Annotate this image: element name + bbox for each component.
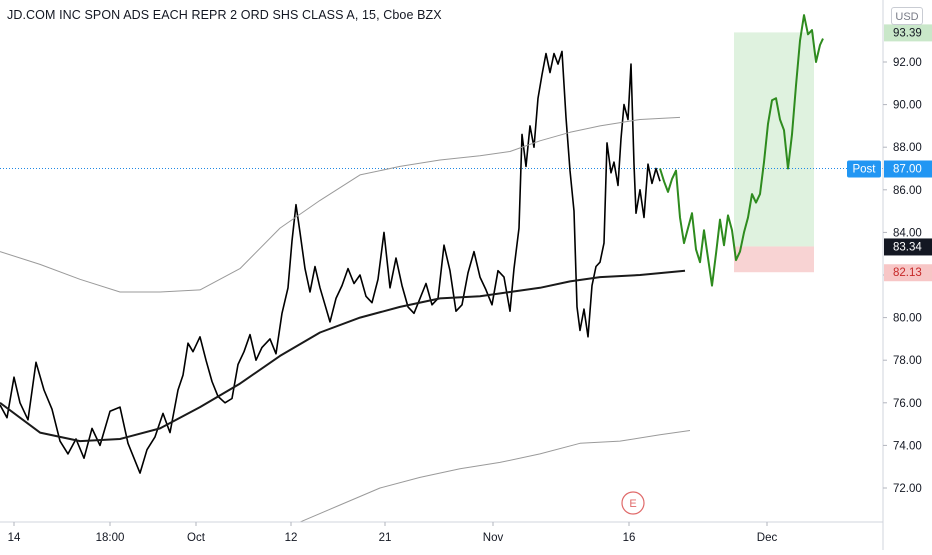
lower-envelope-line[interactable] xyxy=(299,430,691,523)
moving-average-line[interactable] xyxy=(0,269,686,443)
x-tick-label: 14 xyxy=(8,532,21,544)
stop-price-badge-label: 82.13 xyxy=(893,267,922,279)
y-tick-label: 80.00 xyxy=(893,313,922,325)
target-zone[interactable] xyxy=(734,32,814,247)
y-tick-label: 84.00 xyxy=(893,227,922,239)
y-tick-label: 92.00 xyxy=(893,57,922,69)
post-price-badge-label: 87.00 xyxy=(893,164,922,176)
projection-line[interactable] xyxy=(659,14,824,287)
y-tick-label: 88.00 xyxy=(893,142,922,154)
currency-button[interactable]: USD xyxy=(891,7,923,25)
upper-envelope-line[interactable] xyxy=(0,116,681,293)
stop-zone[interactable] xyxy=(734,246,814,273)
x-tick-label: 18:00 xyxy=(96,532,125,544)
y-tick-label: 74.00 xyxy=(893,440,922,452)
y-tick-label: 90.00 xyxy=(893,100,922,112)
earnings-marker-label: E xyxy=(629,498,636,510)
x-tick-label: Oct xyxy=(187,532,206,544)
target-price-badge-label: 93.39 xyxy=(893,27,922,39)
y-tick-label: 78.00 xyxy=(893,355,922,367)
y-tick-label: 86.00 xyxy=(893,185,922,197)
earnings-marker[interactable] xyxy=(621,491,645,515)
post-tag-label: Post xyxy=(852,164,876,176)
price-series-line[interactable] xyxy=(0,50,661,474)
x-tick-label: Nov xyxy=(483,532,504,544)
stop-price-badge xyxy=(884,264,932,282)
x-tick-label: 16 xyxy=(623,532,636,544)
last-price-badge xyxy=(884,238,932,256)
x-tick-label: Dec xyxy=(757,532,778,544)
x-tick-label: 21 xyxy=(379,532,392,544)
y-tick-label: 76.00 xyxy=(893,398,922,410)
chart-title: JD.COM INC SPON ADS EACH REPR 2 ORD SHS … xyxy=(7,8,442,22)
y-tick-label: 72.00 xyxy=(893,483,922,495)
post-price-badge xyxy=(884,160,932,178)
target-price-badge xyxy=(884,24,932,42)
x-tick-label: 12 xyxy=(285,532,298,544)
last-price-badge-label: 83.34 xyxy=(893,241,922,253)
post-tag xyxy=(847,160,881,178)
